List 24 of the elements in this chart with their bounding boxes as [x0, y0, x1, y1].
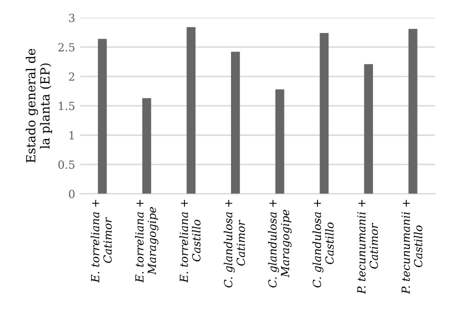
y-tick-label: 0 — [68, 190, 75, 198]
x-tick-label: C. glandulosa + Catimor — [224, 200, 245, 288]
bar — [98, 38, 107, 194]
x-tick-label: P. tecunumanii + Catimor — [357, 200, 378, 294]
y-tick-label: 3 — [69, 14, 74, 22]
bar — [142, 98, 152, 194]
y-tick-label: 2.5 — [58, 43, 74, 52]
y-tick-label: 2 — [68, 72, 74, 81]
x-tick-label: C. glandulosa + Castillo — [312, 200, 334, 288]
bar — [275, 89, 284, 194]
x-tick-label: P. tecunumanii + Castillo — [402, 200, 422, 294]
y-tick-label: 1 — [70, 131, 74, 140]
y-tick-label: 1.5 — [58, 102, 74, 110]
x-tick-label: E. torreliana + Catimor — [90, 200, 112, 283]
y-axis-title: Estado general de la planta (EP) — [26, 48, 52, 163]
bar — [320, 33, 329, 194]
x-tick-label: E. torreliana + Maragogipe — [135, 200, 158, 283]
y-tick-label: 0.5 — [58, 160, 74, 169]
bar — [364, 64, 373, 194]
x-tick-label: E. torreliana + Castillo — [179, 200, 201, 283]
bar — [231, 52, 240, 194]
bar — [186, 27, 196, 194]
x-tick-label: C. glandulosa + Maragogipe — [268, 200, 292, 288]
bar — [408, 28, 418, 194]
